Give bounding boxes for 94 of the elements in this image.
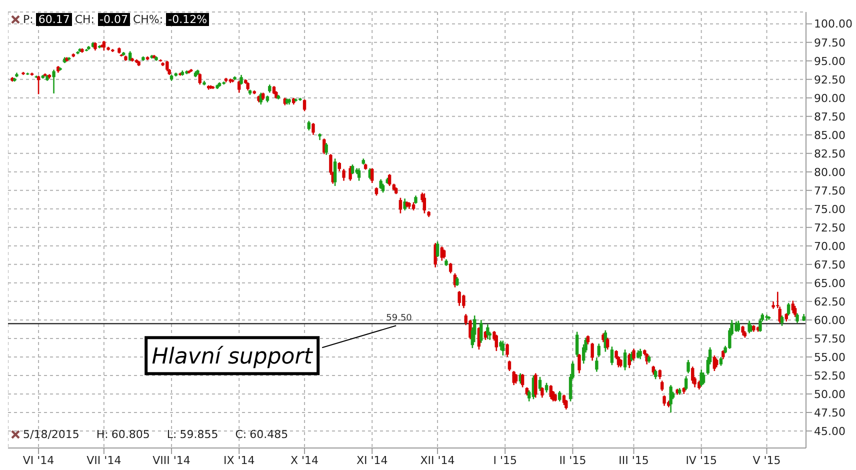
y-tick-label: 85.00: [814, 128, 846, 142]
y-tick-label: 72.50: [814, 221, 846, 234]
x-tick-label: VI '14: [22, 454, 54, 467]
candlestick: [606, 337, 610, 350]
x-tick-label: XII '14: [420, 454, 455, 467]
candlestick: [422, 192, 426, 214]
candlestick: [741, 325, 744, 336]
candlestick: [590, 342, 594, 362]
y-tick-label: 82.50: [814, 147, 846, 160]
candlestick: [324, 142, 328, 156]
candlestick: [632, 348, 636, 362]
annotation: Hlavní support: [152, 344, 314, 370]
candlestick: [312, 122, 315, 136]
x-tick-label: X '14: [290, 454, 319, 467]
candlestick: [736, 320, 740, 332]
x-tick-label: II '15: [559, 454, 586, 467]
candlestick: [198, 72, 202, 86]
candlestick: [786, 302, 790, 316]
candlestick: [796, 312, 799, 324]
candlestick: [350, 164, 354, 175]
x-tick-label: XI '14: [356, 454, 388, 467]
candlestick: [758, 318, 762, 332]
candlestick: [623, 348, 627, 371]
candlestick: [702, 372, 706, 385]
annotation: P: 60.17 CH: -0.07 CH%: -0.12%: [23, 13, 208, 26]
candlestick: [748, 320, 751, 334]
y-tick-label: 65.00: [814, 276, 846, 290]
y-tick-label: 45.00: [814, 424, 846, 438]
y-tick-label: 95.00: [814, 54, 846, 68]
candlestick: [449, 262, 452, 274]
candlestick: [494, 334, 498, 352]
y-tick-label: 62.50: [814, 295, 846, 308]
candlestick: [686, 359, 690, 374]
candlestick: [240, 74, 243, 86]
candlestick: [534, 372, 538, 398]
candlestick: [403, 198, 406, 212]
x-tick-label: VIII '14: [152, 454, 190, 467]
candlestick: [398, 197, 402, 214]
x-tick-label: IX '14: [223, 454, 255, 467]
candlestick: [538, 376, 542, 392]
candlestick: [480, 319, 483, 344]
y-tick-label: 50.00: [814, 388, 846, 401]
candlestick: [662, 394, 666, 406]
y-tick-label: 70.00: [814, 240, 846, 253]
candlestick: [501, 340, 505, 356]
candlestick: [506, 342, 509, 358]
candlestick: [52, 69, 56, 94]
y-tick-label: 75.00: [814, 202, 846, 216]
candlestick: [610, 346, 614, 366]
x-tick-label: V '15: [752, 454, 781, 467]
candlestick: [658, 368, 662, 380]
candlestick: [540, 386, 544, 398]
y-tick-label: 60.00: [814, 314, 846, 327]
ref-line-label: 59.50: [386, 314, 412, 324]
x-tick-label: I '15: [493, 454, 517, 467]
y-tick-label: 90.00: [814, 92, 846, 105]
y-tick-label: 52.50: [814, 369, 846, 382]
candlestick: [302, 98, 306, 112]
y-tick-label: 57.50: [814, 332, 846, 346]
candlestick: [342, 168, 346, 182]
candlestick: [520, 373, 524, 388]
candlestick: [508, 360, 512, 372]
candlestick: [333, 158, 337, 187]
y-tick-label: 92.50: [814, 73, 846, 86]
y-tick-label: 80.00: [814, 166, 846, 179]
candlestick: [638, 348, 642, 360]
y-tick-label: 77.50: [814, 184, 846, 198]
x-tick-label: IV '15: [686, 454, 717, 467]
y-tick-label: 47.50: [814, 406, 846, 420]
candlestick: [597, 342, 600, 358]
candlestick: [544, 382, 548, 394]
y-tick-label: 55.00: [814, 350, 846, 364]
candlestick: [468, 319, 472, 340]
y-tick-label: 67.50: [814, 258, 846, 272]
candlestick: [307, 120, 310, 132]
candlestick: [660, 380, 664, 392]
candlestick: [684, 376, 688, 391]
candlestick: [436, 240, 440, 258]
candlestick: [654, 368, 658, 380]
candlestick: [780, 314, 784, 327]
x-tick-label: VII '14: [86, 454, 122, 467]
candlestick: [558, 390, 562, 402]
x-tick-label: III '15: [618, 454, 649, 467]
candlestick: [348, 165, 352, 182]
candlestick: [370, 168, 374, 184]
candlestick: [575, 331, 579, 358]
candlestick: [514, 373, 518, 384]
y-tick-label: 87.50: [814, 110, 846, 124]
candlestick: [379, 178, 382, 190]
y-tick-label: 100.00: [814, 18, 852, 31]
candlestick: [595, 357, 598, 372]
candlestick: [578, 353, 581, 374]
text: 5/18/2015 H: 60.805 L: 59.855 C: 60.485: [23, 428, 288, 441]
y-tick-label: 97.50: [814, 36, 846, 50]
